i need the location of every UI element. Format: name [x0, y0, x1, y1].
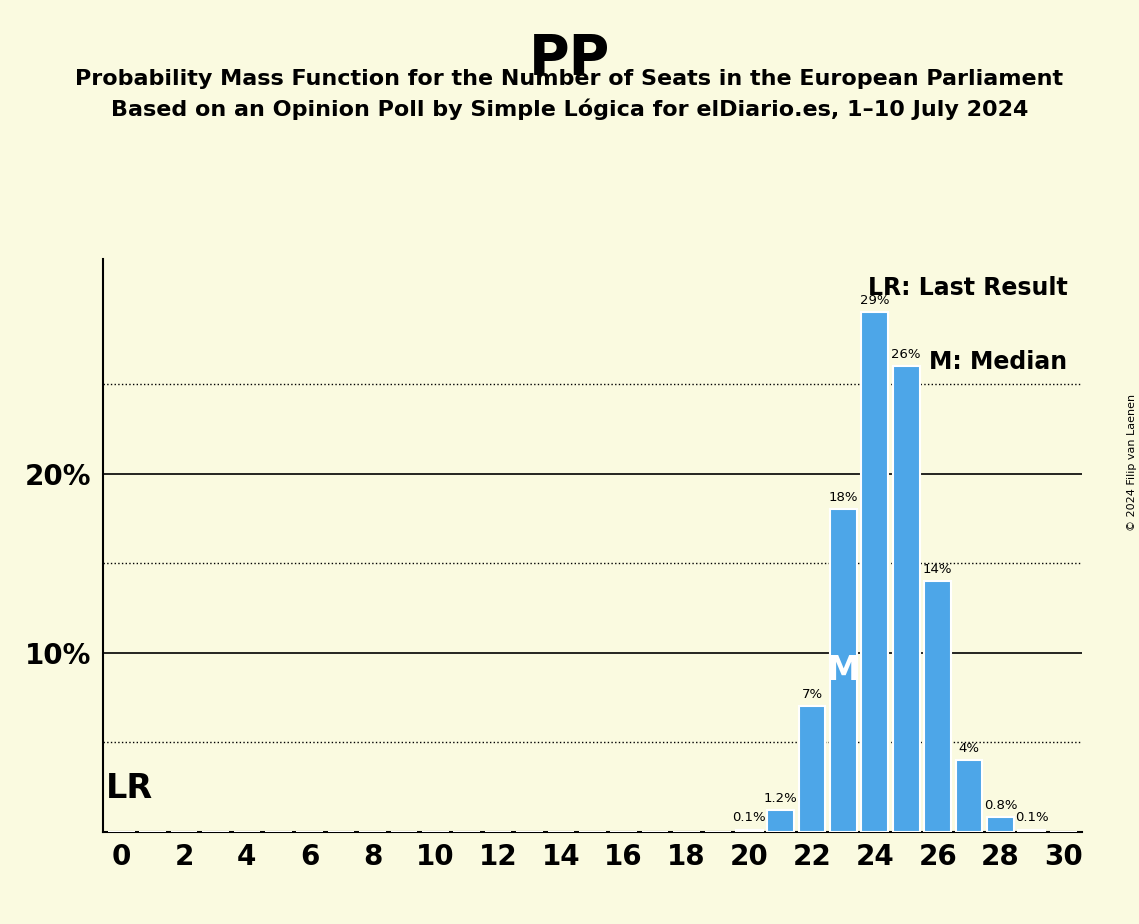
Text: 18%: 18% [829, 491, 858, 504]
Bar [1018, 830, 1046, 832]
Text: 0.1%: 0.1% [1015, 811, 1049, 824]
Text: M: Median: M: Median [929, 350, 1067, 374]
Bar [956, 760, 982, 832]
Text: © 2024 Filip van Laenen: © 2024 Filip van Laenen [1126, 394, 1137, 530]
Bar [893, 366, 919, 832]
Text: 0.1%: 0.1% [732, 811, 767, 824]
Text: Probability Mass Function for the Number of Seats in the European Parliament: Probability Mass Function for the Number… [75, 69, 1064, 90]
Text: PP: PP [528, 32, 611, 86]
Text: Based on an Opinion Poll by Simple Lógica for elDiario.es, 1–10 July 2024: Based on an Opinion Poll by Simple Lógic… [110, 99, 1029, 120]
Text: 29%: 29% [860, 294, 890, 307]
Text: M: M [827, 654, 860, 687]
Bar [924, 581, 951, 832]
Text: 14%: 14% [923, 563, 952, 576]
Bar [768, 810, 794, 832]
Bar [736, 830, 763, 832]
Text: LR: LR [106, 772, 153, 805]
Bar [798, 706, 826, 832]
Text: LR: Last Result: LR: Last Result [868, 276, 1067, 300]
Text: 4%: 4% [959, 742, 980, 755]
Text: 0.8%: 0.8% [984, 799, 1017, 812]
Text: 1.2%: 1.2% [764, 792, 797, 805]
Text: 7%: 7% [802, 687, 822, 701]
Bar [861, 312, 888, 832]
Text: 26%: 26% [892, 347, 921, 360]
Bar [988, 817, 1014, 832]
Bar [830, 509, 857, 832]
